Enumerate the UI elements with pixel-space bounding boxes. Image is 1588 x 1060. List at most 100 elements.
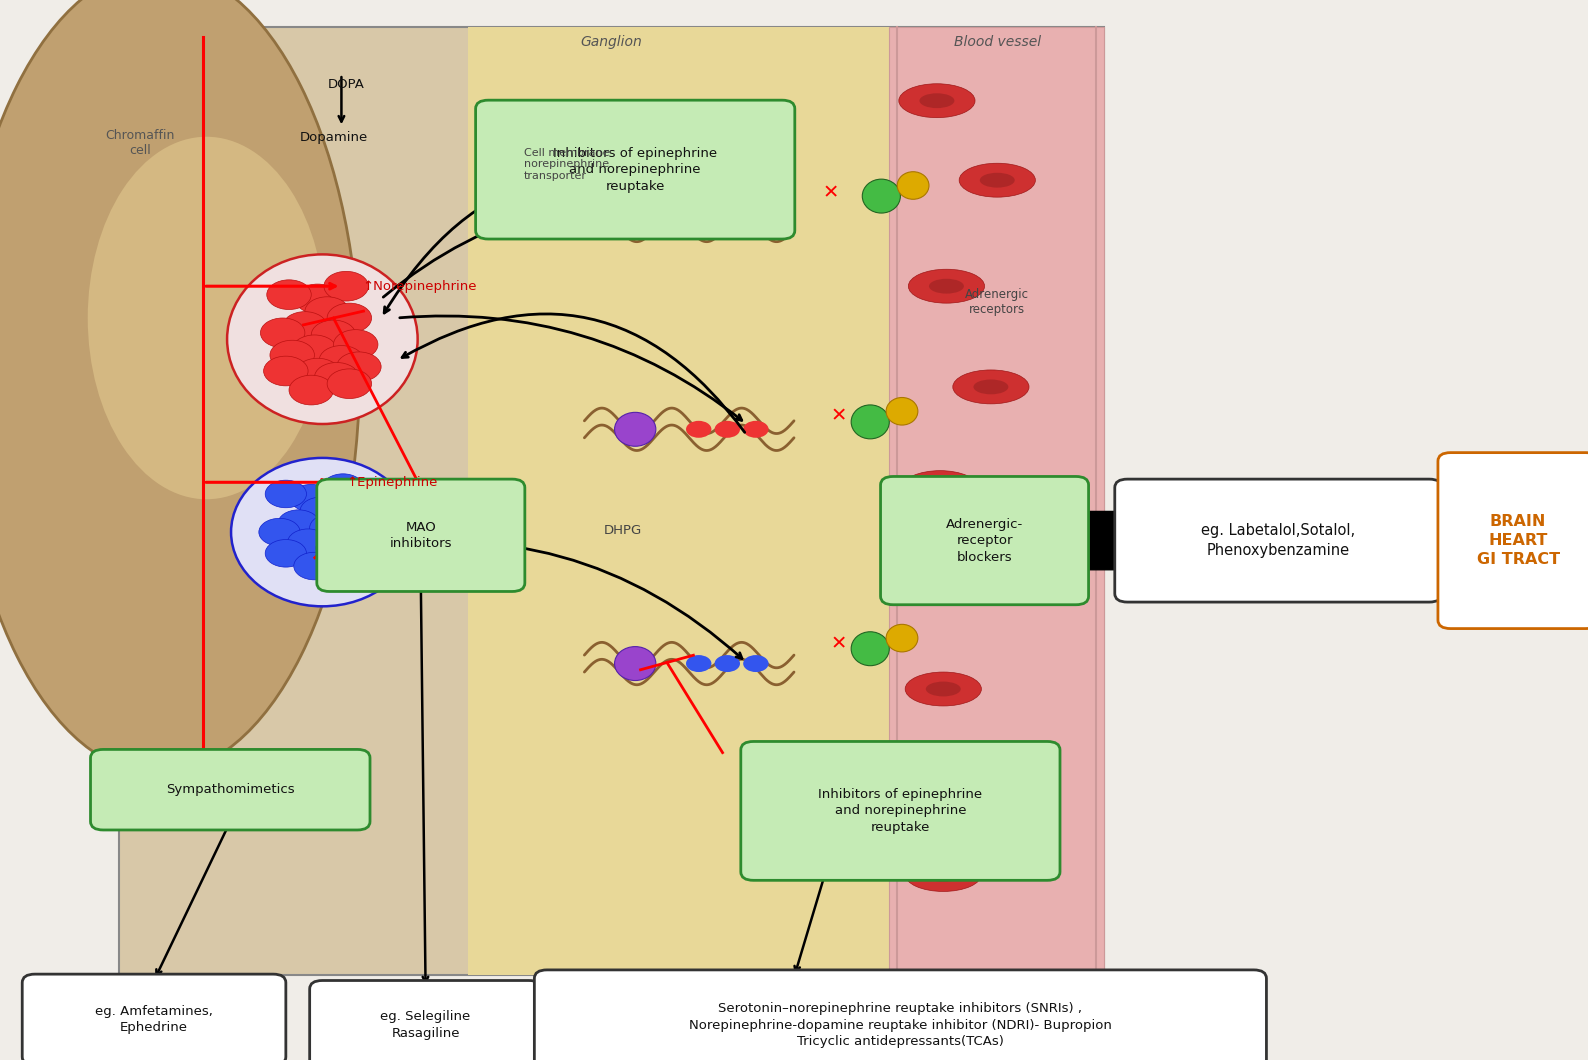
Circle shape: [715, 421, 740, 438]
Text: Adrenergic-
receptor
blockers: Adrenergic- receptor blockers: [946, 517, 1023, 564]
Ellipse shape: [902, 471, 978, 505]
Ellipse shape: [926, 867, 961, 882]
Circle shape: [314, 363, 359, 392]
Circle shape: [332, 523, 373, 550]
Circle shape: [715, 212, 740, 229]
Circle shape: [324, 271, 368, 301]
Circle shape: [259, 518, 300, 546]
Ellipse shape: [886, 624, 918, 652]
Circle shape: [686, 421, 711, 438]
Ellipse shape: [950, 773, 1026, 807]
Circle shape: [337, 352, 381, 382]
Ellipse shape: [851, 632, 889, 666]
Ellipse shape: [919, 93, 954, 108]
Circle shape: [333, 330, 378, 359]
Circle shape: [311, 320, 356, 350]
Text: eg. Labetalol,Sotalol,
Phenoxybenzamine: eg. Labetalol,Sotalol, Phenoxybenzamine: [1201, 524, 1356, 558]
Ellipse shape: [232, 458, 413, 606]
Circle shape: [743, 655, 769, 672]
Circle shape: [287, 529, 329, 557]
Circle shape: [327, 303, 372, 333]
Circle shape: [265, 540, 306, 567]
Ellipse shape: [615, 647, 656, 681]
Ellipse shape: [980, 173, 1015, 188]
Ellipse shape: [973, 379, 1008, 394]
Ellipse shape: [227, 254, 418, 424]
Circle shape: [294, 552, 335, 580]
Circle shape: [270, 340, 314, 370]
Text: Ganglion: Ganglion: [581, 35, 642, 50]
Circle shape: [291, 484, 332, 512]
Text: eg. Selegiline
Rasagiline: eg. Selegiline Rasagiline: [381, 1010, 470, 1040]
Text: ✕: ✕: [831, 634, 846, 653]
Text: ✕: ✕: [823, 183, 838, 202]
Text: Cell membrane
norepinephrine
transporter: Cell membrane norepinephrine transporter: [524, 147, 610, 181]
FancyBboxPatch shape: [476, 101, 794, 240]
Ellipse shape: [905, 858, 981, 891]
Text: ↑Norepinephrine: ↑Norepinephrine: [362, 280, 476, 293]
Text: Blood vessel: Blood vessel: [954, 35, 1040, 50]
Circle shape: [686, 212, 711, 229]
Text: Dopamine: Dopamine: [300, 131, 367, 144]
Ellipse shape: [615, 412, 656, 446]
Circle shape: [322, 504, 364, 531]
FancyArrow shape: [1083, 501, 1178, 581]
Circle shape: [289, 375, 333, 405]
Text: ✕: ✕: [831, 406, 846, 425]
Circle shape: [319, 346, 364, 375]
Text: eg. Amfetamines,
Ephedrine: eg. Amfetamines, Ephedrine: [95, 1005, 213, 1035]
FancyBboxPatch shape: [1439, 453, 1588, 629]
Circle shape: [310, 514, 351, 542]
Circle shape: [686, 655, 711, 672]
FancyBboxPatch shape: [119, 26, 1104, 975]
Ellipse shape: [908, 269, 985, 303]
Ellipse shape: [926, 682, 961, 696]
FancyBboxPatch shape: [310, 980, 542, 1060]
FancyArrow shape: [1429, 501, 1499, 581]
Ellipse shape: [953, 370, 1029, 404]
Circle shape: [335, 546, 376, 573]
FancyBboxPatch shape: [740, 742, 1061, 880]
Circle shape: [316, 534, 357, 562]
Bar: [889, 26, 1104, 975]
Ellipse shape: [977, 581, 1012, 596]
FancyBboxPatch shape: [22, 974, 286, 1060]
FancyBboxPatch shape: [318, 479, 524, 591]
Circle shape: [267, 280, 311, 310]
Circle shape: [295, 284, 340, 314]
Circle shape: [264, 356, 308, 386]
Circle shape: [283, 312, 327, 341]
Ellipse shape: [0, 0, 359, 774]
Ellipse shape: [862, 179, 900, 213]
Ellipse shape: [959, 163, 1035, 197]
Ellipse shape: [923, 480, 958, 495]
Circle shape: [260, 318, 305, 348]
Ellipse shape: [575, 204, 616, 237]
Text: ↑Epinephrine: ↑Epinephrine: [346, 476, 438, 489]
Circle shape: [715, 655, 740, 672]
Text: Sympathomimetics: Sympathomimetics: [167, 783, 294, 796]
Text: DOPA: DOPA: [327, 78, 365, 91]
Ellipse shape: [956, 571, 1032, 605]
Text: BRAIN
HEART
GI TRACT: BRAIN HEART GI TRACT: [1477, 514, 1559, 567]
Circle shape: [322, 474, 364, 501]
Circle shape: [292, 335, 337, 365]
Ellipse shape: [851, 405, 889, 439]
Circle shape: [300, 497, 341, 525]
Text: Inhibitors of epinephrine
and norepinephrine
reuptake: Inhibitors of epinephrine and norepineph…: [553, 146, 718, 193]
Circle shape: [305, 297, 349, 326]
FancyBboxPatch shape: [1115, 479, 1442, 602]
Circle shape: [295, 358, 340, 388]
Text: Inhibitors of epinephrine
and norepinephrine
reuptake: Inhibitors of epinephrine and norepineph…: [818, 788, 983, 834]
Bar: [468, 26, 905, 975]
Ellipse shape: [87, 137, 326, 499]
Ellipse shape: [897, 172, 929, 199]
Circle shape: [743, 421, 769, 438]
Text: Serotonin–norepinephrine reuptake inhibitors (SNRIs) ,
Norepinephrine-dopamine r: Serotonin–norepinephrine reuptake inhibi…: [689, 1002, 1112, 1048]
Ellipse shape: [929, 279, 964, 294]
Text: MAO
inhibitors: MAO inhibitors: [389, 520, 453, 550]
FancyBboxPatch shape: [91, 749, 370, 830]
Text: Chromaffin
cell: Chromaffin cell: [105, 129, 175, 157]
Ellipse shape: [970, 782, 1005, 797]
Ellipse shape: [886, 398, 918, 425]
